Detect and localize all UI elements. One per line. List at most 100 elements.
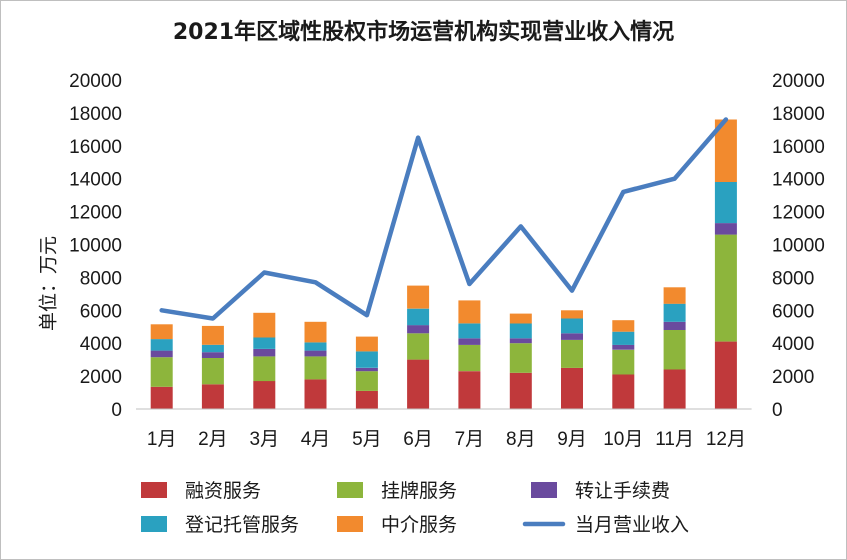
legend-label-6: 当月营业收入 [575, 514, 689, 536]
bar-segment-2-6 [407, 333, 430, 360]
bar-segment-1-6 [407, 359, 430, 409]
x-tick-4: 4月 [301, 429, 331, 450]
x-tick-1: 1月 [147, 429, 177, 450]
bar-segment-3-3 [253, 349, 276, 357]
y-tick-right-10: 20000 [772, 71, 825, 92]
x-tick-10: 10月 [603, 429, 643, 450]
bar-segment-2-3 [253, 356, 276, 382]
bar-segment-4-3 [253, 337, 276, 349]
bar-segment-4-12 [714, 182, 737, 224]
y-tick-right-2: 4000 [772, 334, 814, 355]
legend-label-2: 挂牌服务 [381, 480, 457, 502]
bar-segment-4-8 [509, 323, 532, 339]
line-series-monthly-revenue [159, 117, 729, 321]
y-tick-right-7: 14000 [772, 170, 825, 191]
bar-segment-1-8 [509, 372, 532, 409]
bar-segment-1-11 [663, 369, 686, 409]
y-tick-right-8: 16000 [772, 137, 825, 158]
bar-segment-2-5 [355, 371, 378, 391]
bar-segment-3-7 [458, 338, 481, 345]
x-tick-12: 12月 [706, 429, 746, 450]
bar-segment-2-1 [150, 357, 173, 387]
y-tick-left-10: 20000 [69, 71, 122, 92]
bar-segment-2-7 [458, 344, 481, 372]
y-tick-left-9: 18000 [69, 104, 122, 125]
legend-label-5: 中介服务 [381, 514, 457, 536]
legend-swatch-1 [141, 482, 167, 498]
y-tick-left-4: 8000 [80, 268, 122, 289]
bar-segment-1-3 [253, 381, 276, 409]
bar-segment-1-7 [458, 371, 481, 409]
legend-label-1: 融资服务 [185, 480, 261, 502]
y-tick-left-2: 4000 [80, 334, 122, 355]
y-tick-left-5: 10000 [69, 236, 122, 257]
bar-segment-2-10 [612, 349, 635, 375]
y-tick-right-1: 2000 [772, 367, 814, 388]
bar-segment-5-3 [253, 312, 276, 338]
y-tick-right-4: 8000 [772, 268, 814, 289]
bar-segment-3-11 [663, 321, 686, 330]
x-tick-8: 8月 [506, 429, 536, 450]
bars-layer [150, 119, 737, 409]
legend-swatch-4 [141, 516, 167, 532]
bar-segment-3-4 [304, 350, 327, 357]
bar-segment-2-8 [509, 343, 532, 373]
legend-label-3: 转让手续费 [575, 480, 670, 502]
bar-segment-3-2 [201, 352, 224, 358]
x-tick-11: 11月 [655, 429, 694, 450]
y-tick-right-3: 6000 [772, 301, 814, 322]
bar-segment-4-6 [407, 308, 430, 326]
x-tick-2: 2月 [198, 429, 228, 450]
y-tick-left-3: 6000 [80, 301, 122, 322]
y-tick-right-9: 18000 [772, 104, 825, 125]
bar-segment-3-1 [150, 350, 173, 358]
bar-segment-4-10 [612, 331, 635, 345]
x-tick-6: 6月 [403, 429, 433, 450]
chart-title: 2021年区域性股权市场运营机构实现营业收入情况 [172, 20, 675, 45]
legend-swatch-3 [531, 482, 557, 498]
bar-segment-4-1 [150, 339, 173, 351]
y-tick-right-6: 12000 [772, 203, 825, 224]
x-axis-ticks: 1月 2月 3月 4月 5月 6月 7月 8月 9月 10月 11月 12月 [147, 429, 746, 450]
bar-segment-4-4 [304, 342, 327, 351]
bar-segment-1-4 [304, 379, 327, 409]
bar-segment-1-9 [561, 367, 583, 409]
y-tick-right-0: 0 [772, 400, 783, 421]
bar-segment-5-5 [355, 336, 378, 352]
bar-segment-2-2 [201, 358, 224, 385]
bar-segment-1-10 [612, 374, 635, 409]
bar-segment-2-11 [663, 330, 686, 370]
y-tick-left-8: 16000 [69, 137, 122, 158]
y-tick-left-6: 12000 [69, 203, 122, 224]
bar-segment-3-8 [509, 338, 532, 344]
y-tick-right-5: 10000 [772, 236, 825, 257]
y-tick-left-1: 2000 [80, 367, 122, 388]
bar-segment-5-9 [561, 310, 583, 319]
line-layer [159, 117, 729, 321]
bar-segment-2-12 [714, 234, 737, 342]
y-tick-left-0: 0 [111, 400, 122, 421]
x-tick-3: 3月 [250, 429, 280, 450]
bar-segment-3-6 [407, 325, 430, 334]
bar-segment-4-11 [663, 303, 686, 322]
bar-segment-5-10 [612, 320, 635, 332]
x-tick-7: 7月 [455, 429, 485, 450]
bar-segment-1-5 [355, 390, 378, 409]
bar-segment-4-7 [458, 323, 481, 339]
bar-segment-1-2 [201, 384, 224, 409]
bar-segment-2-9 [561, 339, 583, 368]
bar-segment-5-6 [407, 285, 430, 309]
bar-segment-3-9 [561, 333, 583, 340]
bar-segment-1-1 [150, 386, 173, 409]
bar-segment-5-7 [458, 300, 481, 324]
bar-segment-5-2 [201, 325, 224, 345]
bar-segment-5-1 [150, 324, 173, 340]
right-axis-ticks: 0 2000 4000 6000 8000 10000 12000 14000 16000 180… [772, 71, 825, 421]
bar-segment-4-2 [201, 344, 224, 353]
bar-segment-4-5 [355, 351, 378, 368]
bar-segment-3-10 [612, 344, 635, 350]
legend-swatch-5 [337, 516, 363, 532]
